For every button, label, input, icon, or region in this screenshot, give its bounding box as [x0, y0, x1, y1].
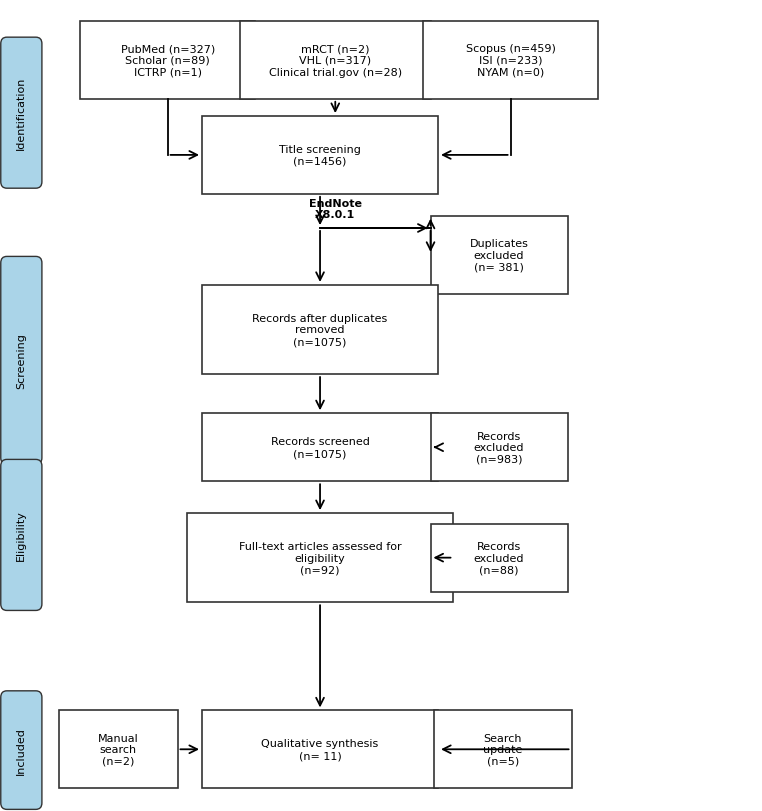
Text: EndNote
X8.0.1: EndNote X8.0.1: [309, 199, 362, 220]
Text: Eligibility: Eligibility: [16, 510, 27, 560]
FancyBboxPatch shape: [1, 257, 42, 465]
Text: Records
excluded
(n=88): Records excluded (n=88): [474, 542, 524, 574]
Text: Included: Included: [16, 727, 27, 774]
Text: Search
update
(n=5): Search update (n=5): [483, 733, 523, 766]
FancyBboxPatch shape: [431, 524, 568, 592]
FancyBboxPatch shape: [1, 460, 42, 611]
Text: Qualitative synthesis
(n= 11): Qualitative synthesis (n= 11): [261, 739, 379, 760]
FancyBboxPatch shape: [1, 38, 42, 189]
Text: Identification: Identification: [16, 77, 27, 150]
FancyBboxPatch shape: [240, 22, 431, 100]
Text: Duplicates
excluded
(n= 381): Duplicates excluded (n= 381): [469, 239, 529, 272]
FancyBboxPatch shape: [202, 710, 438, 788]
Text: Full-text articles assessed for
eligibility
(n=92): Full-text articles assessed for eligibil…: [239, 542, 402, 574]
FancyBboxPatch shape: [431, 217, 568, 294]
FancyBboxPatch shape: [80, 22, 255, 100]
Text: Records after duplicates
removed
(n=1075): Records after duplicates removed (n=1075…: [252, 314, 388, 346]
FancyBboxPatch shape: [187, 513, 453, 603]
FancyBboxPatch shape: [434, 710, 572, 788]
Text: Manual
search
(n=2): Manual search (n=2): [98, 733, 139, 766]
Text: mRCT (n=2)
VHL (n=317)
Clinical trial.gov (n=28): mRCT (n=2) VHL (n=317) Clinical trial.go…: [269, 45, 402, 77]
Text: PubMed (n=327)
Scholar (n=89)
ICTRP (n=1): PubMed (n=327) Scholar (n=89) ICTRP (n=1…: [120, 45, 215, 77]
Text: Records screened
(n=1075): Records screened (n=1075): [271, 437, 370, 458]
Text: Screening: Screening: [16, 333, 27, 388]
FancyBboxPatch shape: [202, 117, 438, 195]
Text: Scopus (n=459)
ISI (n=233)
NYAM (n=0): Scopus (n=459) ISI (n=233) NYAM (n=0): [466, 45, 555, 77]
Text: Title screening
(n=1456): Title screening (n=1456): [279, 145, 361, 166]
FancyBboxPatch shape: [1, 691, 42, 809]
FancyBboxPatch shape: [431, 414, 568, 482]
FancyBboxPatch shape: [202, 285, 438, 375]
FancyBboxPatch shape: [202, 414, 438, 482]
FancyBboxPatch shape: [423, 22, 598, 100]
Text: Records
excluded
(n=983): Records excluded (n=983): [474, 431, 524, 464]
FancyBboxPatch shape: [59, 710, 178, 788]
